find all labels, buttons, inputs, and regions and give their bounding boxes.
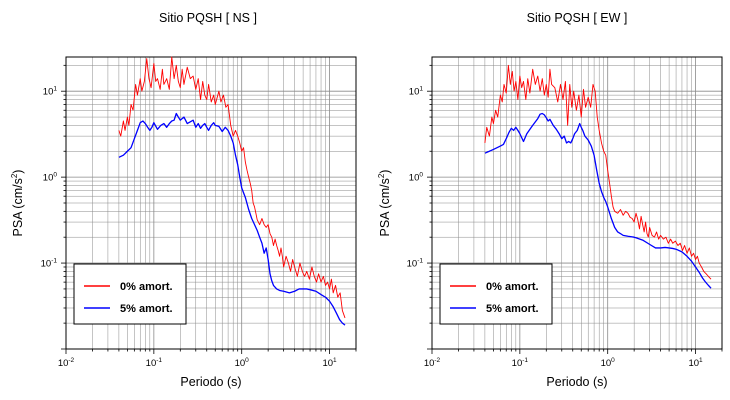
series-line-undamped: [118, 56, 346, 319]
series-line-damped: [118, 112, 346, 326]
y-tick-label: 10-1: [407, 258, 424, 270]
series-line-damped: [484, 112, 712, 289]
y-tick-label: 100: [409, 172, 424, 184]
legend-box: [73, 263, 187, 325]
x-tick-label: 10-1: [146, 357, 163, 369]
chart-panel-2: 10-2 10-1 100 101 10-1 100 101 Sitio PQSH [ EW …: [377, 11, 723, 389]
x-tick-label: 101: [688, 357, 703, 369]
legend-label: 0% amort.: [120, 281, 173, 293]
legend-box: [439, 263, 553, 325]
x-tick-label: 100: [601, 357, 616, 369]
grid: [65, 57, 357, 350]
y-tick-label: 100: [43, 172, 58, 184]
series-line-undamped: [484, 64, 712, 280]
x-axis-label: Periodo (s): [180, 375, 241, 389]
y-axis-label: PSA (cm/s2): [377, 170, 392, 237]
x-tick-label: 10-1: [512, 357, 529, 369]
chart-title: Sitio PQSH [ NS ]: [159, 11, 257, 25]
y-tick-label: 101: [43, 86, 58, 98]
x-axis-label: Periodo (s): [546, 375, 607, 389]
chart-title: Sitio PQSH [ EW ]: [527, 11, 628, 25]
y-tick-label: 10-1: [41, 258, 58, 270]
legend: 0% amort. 5% amort.: [439, 263, 553, 325]
chart-panel-1: 10-2 10-1 100 101 10-1 100 101 Sitio PQSH [ NS …: [10, 11, 357, 389]
x-tick-label: 100: [235, 357, 250, 369]
x-tick-label: 101: [322, 357, 337, 369]
x-tick-label: 10-2: [58, 357, 75, 369]
x-tick-label: 10-2: [424, 357, 441, 369]
y-axis-label: PSA (cm/s2): [10, 170, 25, 237]
legend-label: 0% amort.: [486, 281, 539, 293]
legend-label: 5% amort.: [120, 303, 173, 315]
legend-label: 5% amort.: [486, 303, 539, 315]
legend: 0% amort. 5% amort.: [73, 263, 187, 325]
y-tick-label: 101: [409, 86, 424, 98]
